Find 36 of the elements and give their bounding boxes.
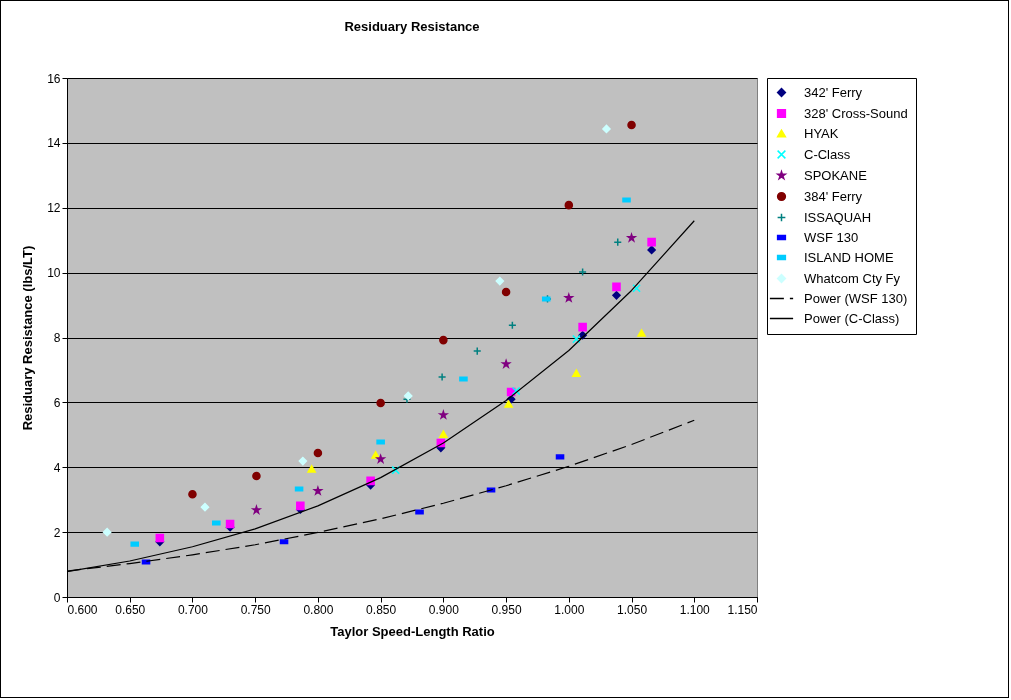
legend-label: SPOKANE bbox=[804, 167, 868, 183]
x-tick-label: 0.700 bbox=[177, 602, 209, 617]
y-tick-label: 0 bbox=[53, 590, 61, 605]
x-tick-label: 0.950 bbox=[491, 602, 522, 617]
legend-label: Whatcom Cty Fy bbox=[804, 270, 901, 286]
x-axis-title: Taylor Speed-Length Ratio bbox=[330, 623, 495, 639]
legend-label: 328' Cross-Sound bbox=[804, 105, 908, 121]
legend-label: ISSAQUAH bbox=[804, 209, 872, 225]
x-tick-label: 1.150 bbox=[727, 602, 758, 617]
y-tick-label: 10 bbox=[47, 266, 61, 281]
x-tick-label: 0.750 bbox=[240, 602, 272, 617]
legend-label: Power (C-Class) bbox=[804, 310, 900, 326]
y-tick-label: 4 bbox=[53, 460, 61, 475]
y-tick-label: 14 bbox=[47, 136, 61, 151]
x-tick-label: 0.650 bbox=[115, 602, 146, 617]
legend-label: 384' Ferry bbox=[804, 188, 863, 204]
y-tick-label: 16 bbox=[47, 71, 61, 86]
x-tick-label: 1.000 bbox=[554, 602, 585, 617]
x-tick-label: 1.050 bbox=[617, 602, 648, 617]
legend-label: C-Class bbox=[804, 146, 851, 162]
x-tick-label: 0.900 bbox=[428, 602, 460, 617]
legend-label: ISLAND HOME bbox=[804, 249, 894, 265]
x-tick-label: 1.100 bbox=[679, 602, 711, 617]
x-tick-label: 0.600 bbox=[67, 602, 98, 617]
y-tick-label: 12 bbox=[47, 201, 61, 216]
legend-label: Power (WSF 130) bbox=[804, 290, 908, 306]
legend-label: HYAK bbox=[804, 125, 839, 141]
x-tick-label: 0.850 bbox=[366, 602, 397, 617]
legend-label: 342' Ferry bbox=[804, 84, 863, 100]
x-tick-label: 0.800 bbox=[303, 602, 334, 617]
chart-title: Residuary Resistance bbox=[344, 19, 480, 34]
y-tick-label: 8 bbox=[53, 331, 61, 345]
legend-label: WSF 130 bbox=[804, 229, 859, 245]
y-tick-label: 6 bbox=[53, 395, 61, 410]
y-tick-label: 2 bbox=[53, 525, 61, 540]
y-axis-title: Residuary Resistance (lbs/LT) bbox=[20, 245, 36, 431]
